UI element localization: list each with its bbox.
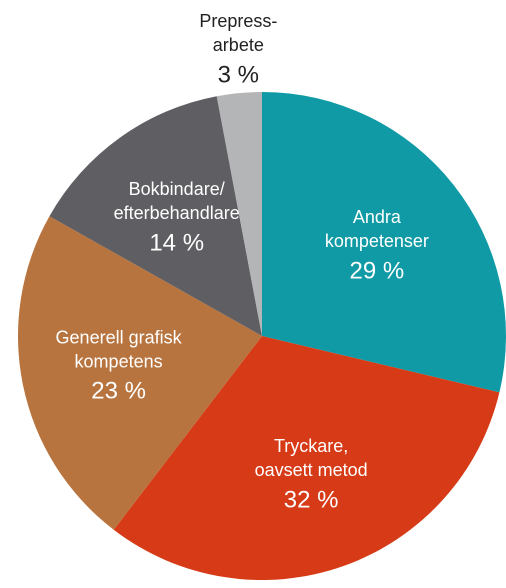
label-line: oavsett metod xyxy=(255,460,368,480)
pie-slice xyxy=(262,92,506,393)
value-label: 3 % xyxy=(218,61,259,88)
value-label: 32 % xyxy=(284,486,339,513)
value-label: 14 % xyxy=(149,229,204,256)
slice-label: Bokbindare/efterbehandlare xyxy=(114,179,240,223)
pie-slice xyxy=(17,216,262,530)
label-line: Prepress- xyxy=(199,11,277,31)
slice-label: Prepress-arbete xyxy=(199,11,277,55)
pie-slice xyxy=(49,96,262,336)
label-line: kompetens xyxy=(75,351,163,371)
label-line: Andra xyxy=(353,207,402,227)
slice-label: Tryckare, oavsett metod xyxy=(255,436,368,480)
slice-label: Generell grafisk kompetens xyxy=(56,327,183,371)
label-line: Tryckare, xyxy=(274,436,348,456)
pie-slice xyxy=(113,336,500,581)
label-line: kompetenser xyxy=(325,231,429,251)
label-line: efterbehandlare xyxy=(114,203,240,223)
label-line: Generell grafisk xyxy=(56,327,183,347)
label-line: Bokbindare/ xyxy=(129,179,225,199)
value-label: 23 % xyxy=(91,378,146,405)
value-label: 29 % xyxy=(350,258,405,285)
slice-label: Andra kompetenser xyxy=(325,207,429,251)
pie-slice xyxy=(216,92,262,336)
label-line: arbete xyxy=(213,35,264,55)
